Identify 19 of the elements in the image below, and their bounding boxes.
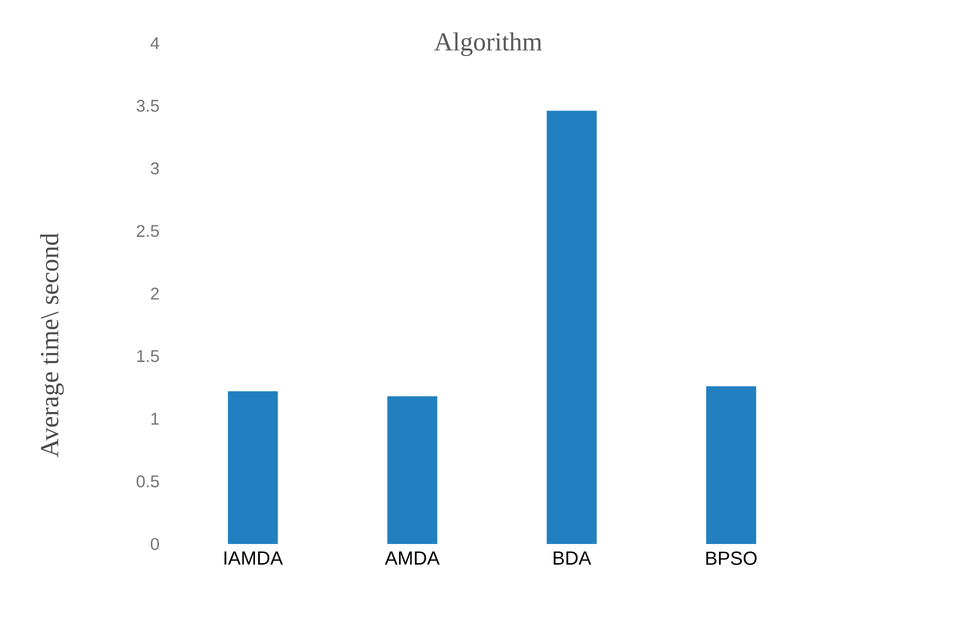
y-tick-label: 1 (151, 412, 159, 425)
y-tick-label: 3.5 (136, 100, 159, 112)
bar (546, 110, 597, 544)
y-axis-title: Average time\ second (40, 233, 64, 458)
y-tick-label: 0 (150, 538, 159, 550)
y-tick-label: 4 (150, 37, 160, 49)
y-tick-label: 3 (150, 162, 159, 174)
chart-title: Algorithm (434, 32, 542, 56)
x-tick-label: AMDA (384, 551, 440, 565)
x-tick-label: IAMDA (224, 551, 283, 565)
bar (387, 396, 438, 544)
x-tick-label: BDA (554, 551, 592, 565)
bar (706, 386, 756, 544)
y-tick-label: 2 (151, 288, 159, 300)
y-tick-label: 0.5 (136, 475, 159, 488)
y-tick-label: 1.5 (137, 350, 159, 362)
bar (228, 391, 278, 544)
y-tick-label: 2.5 (136, 224, 159, 237)
x-tick-label: BPSO (706, 551, 757, 565)
